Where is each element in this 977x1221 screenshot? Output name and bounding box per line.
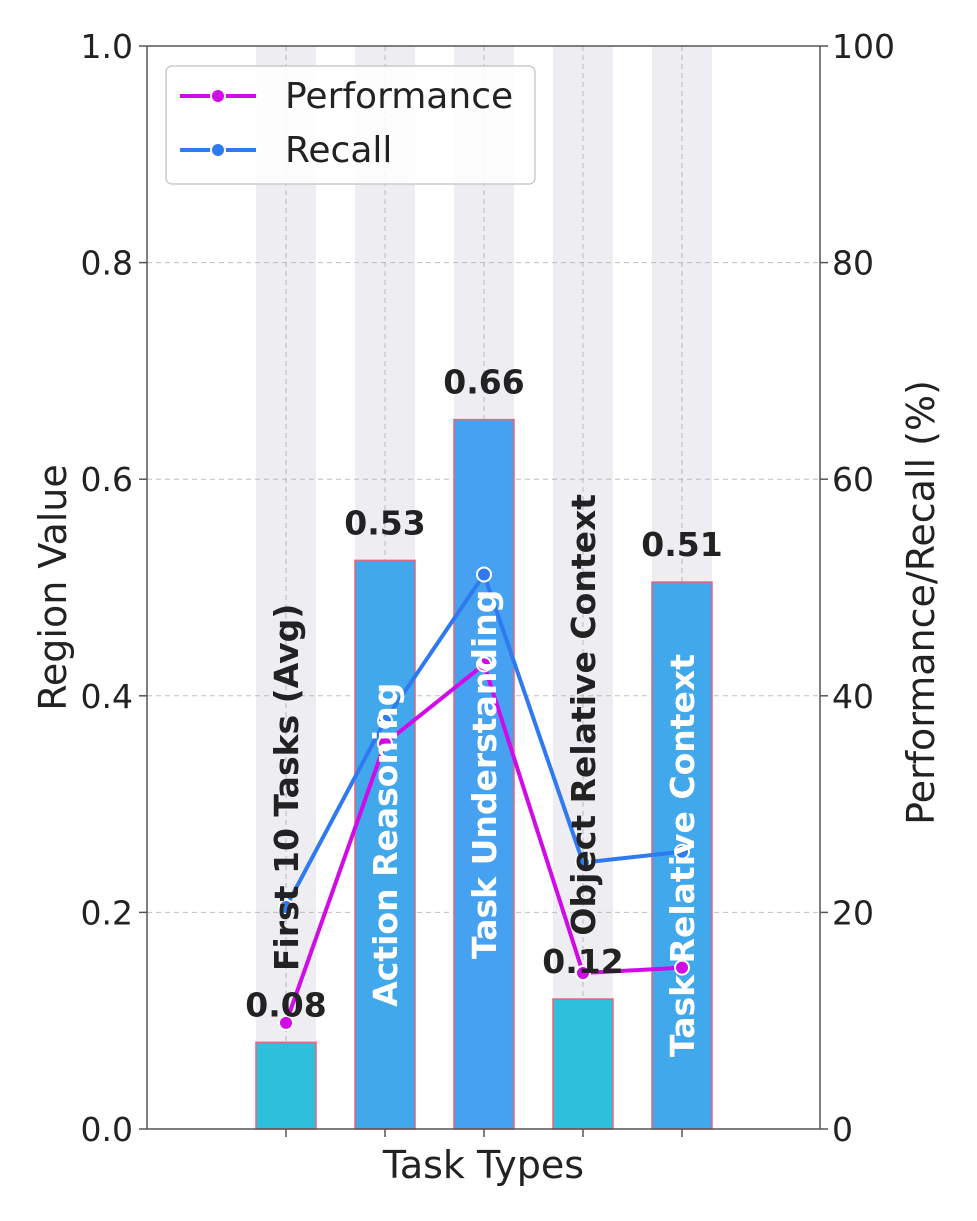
category-label: Task Relative Context — [663, 654, 702, 1057]
y2-tick-label: 40 — [832, 677, 874, 716]
series-point — [674, 843, 690, 860]
y-tick-label: 0.2 — [81, 893, 133, 932]
category-label: Action Reasoning — [366, 683, 405, 1007]
category-label-group: Object Relative Context — [564, 494, 603, 936]
y-tick-label: 0.6 — [81, 460, 133, 499]
y-axis-title: Region Value — [31, 464, 75, 711]
bar-value-label: 0.51 — [641, 525, 722, 564]
category-label: Object Relative Context — [564, 494, 603, 936]
series-point — [278, 898, 294, 915]
bar — [552, 998, 614, 1130]
category-label-group: First 10 Tasks (Avg) — [267, 604, 306, 971]
y-tick-label: 0.4 — [81, 677, 133, 716]
y2-tick-label: 80 — [832, 244, 874, 283]
bar-value-label: 0.12 — [542, 942, 623, 981]
series-point — [674, 959, 690, 976]
x-axis-title: Task Types — [382, 1143, 584, 1187]
series-point — [575, 854, 591, 871]
bar — [453, 418, 515, 1130]
y2-tick-label: 20 — [832, 893, 874, 932]
series-point — [377, 735, 393, 752]
legend-box — [165, 65, 536, 185]
y2-axis-title: Performance/Recall (%) — [899, 380, 943, 825]
category-label: First 10 Tasks (Avg) — [267, 604, 306, 971]
series-point — [476, 566, 492, 583]
series-point — [575, 965, 591, 982]
category-label-group: Task Understanding — [465, 590, 504, 959]
category-label: Task Understanding — [465, 590, 504, 959]
legend-label: Performance — [285, 76, 513, 117]
category-label-group: Task Relative Context — [663, 654, 702, 1057]
legend-swatch-marker — [210, 142, 226, 158]
y-tick-label: 0.0 — [81, 1110, 133, 1149]
y2-tick-label: 0 — [832, 1110, 853, 1149]
series-point — [278, 1014, 294, 1031]
series-point — [377, 712, 393, 729]
bar — [255, 1041, 317, 1130]
series-point — [476, 656, 492, 673]
category-label-group: Action Reasoning — [366, 683, 405, 1007]
y2-tick-label: 100 — [832, 27, 895, 66]
bar-value-label: 0.66 — [443, 363, 524, 402]
legend-label: Recall — [285, 130, 392, 171]
y2-tick-label: 60 — [832, 460, 874, 499]
legend-swatch-marker — [210, 88, 226, 104]
bar-value-label: 0.53 — [344, 503, 425, 542]
y-tick-label: 1.0 — [81, 27, 133, 66]
bar-value-label: 0.08 — [245, 985, 326, 1024]
y-tick-label: 0.8 — [81, 244, 133, 283]
